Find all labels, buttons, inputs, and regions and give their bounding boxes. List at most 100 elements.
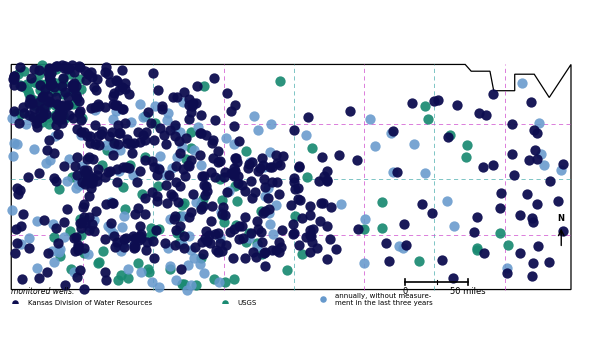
Point (147, 225, 156, 231)
Point (399, 245, 408, 251)
Point (62, 206, 72, 212)
Point (316, 201, 326, 206)
Point (264, 210, 274, 216)
Point (240, 214, 250, 220)
Point (72, 84, 81, 89)
Point (244, 235, 254, 240)
Point (23, 175, 32, 180)
Point (79, 204, 88, 210)
Point (129, 242, 138, 247)
Point (199, 173, 209, 178)
Point (42, 269, 52, 274)
Point (35, 275, 44, 281)
Point (15, 82, 25, 87)
Point (148, 70, 158, 76)
Point (77, 219, 87, 225)
Point (267, 164, 277, 170)
Point (260, 263, 270, 269)
Point (264, 195, 273, 201)
Point (345, 108, 355, 114)
Point (151, 228, 160, 233)
Point (85, 140, 94, 145)
Point (462, 143, 472, 148)
Point (79, 251, 88, 256)
Point (127, 150, 136, 156)
Point (10, 300, 19, 306)
Point (278, 153, 287, 159)
Point (216, 235, 225, 240)
Point (177, 241, 186, 246)
Point (57, 112, 66, 118)
Point (35, 108, 45, 114)
Point (69, 86, 78, 92)
Point (210, 118, 220, 123)
Point (14, 120, 24, 125)
Point (203, 188, 212, 194)
Point (528, 273, 537, 279)
Point (162, 201, 171, 206)
Point (43, 93, 52, 99)
Point (271, 247, 280, 253)
Point (96, 131, 105, 137)
Point (70, 269, 79, 275)
Point (217, 198, 226, 203)
Point (178, 99, 188, 105)
Point (8, 207, 17, 213)
Point (86, 185, 95, 191)
Point (252, 255, 261, 260)
Point (221, 135, 231, 140)
Point (109, 101, 118, 106)
Point (112, 108, 121, 114)
Point (94, 103, 103, 109)
Point (322, 168, 331, 173)
Point (70, 163, 80, 169)
Point (271, 202, 280, 208)
Point (240, 255, 249, 261)
Point (323, 256, 332, 261)
Text: N: N (558, 214, 565, 223)
Point (140, 157, 150, 162)
Point (75, 182, 84, 187)
Point (36, 82, 45, 88)
Point (184, 233, 194, 239)
Point (105, 133, 114, 139)
Point (155, 154, 165, 159)
Point (28, 98, 37, 104)
Point (474, 110, 483, 115)
Point (16, 241, 26, 246)
Point (89, 217, 98, 223)
Point (229, 141, 239, 147)
Point (130, 245, 140, 250)
Point (105, 225, 114, 231)
Point (196, 130, 206, 136)
Point (479, 250, 489, 256)
Point (151, 103, 160, 108)
Point (44, 114, 53, 119)
Point (157, 103, 167, 108)
Point (407, 101, 416, 106)
Point (286, 202, 296, 208)
Point (27, 100, 37, 106)
Point (141, 195, 150, 200)
Text: Kansas Division of Water Resources: Kansas Division of Water Resources (28, 300, 152, 306)
Point (51, 64, 61, 69)
Point (237, 182, 246, 188)
Point (85, 133, 94, 139)
Point (71, 234, 81, 240)
Point (174, 139, 184, 144)
Point (29, 98, 39, 103)
Point (42, 147, 52, 153)
Point (135, 233, 144, 239)
Point (524, 157, 533, 162)
Point (141, 247, 151, 253)
Point (61, 103, 71, 109)
Point (104, 71, 113, 76)
Point (164, 172, 174, 178)
Point (33, 218, 42, 224)
Point (461, 154, 471, 160)
Point (260, 208, 269, 213)
Point (109, 140, 118, 146)
Point (124, 92, 134, 97)
Point (335, 152, 344, 158)
Point (15, 64, 25, 70)
